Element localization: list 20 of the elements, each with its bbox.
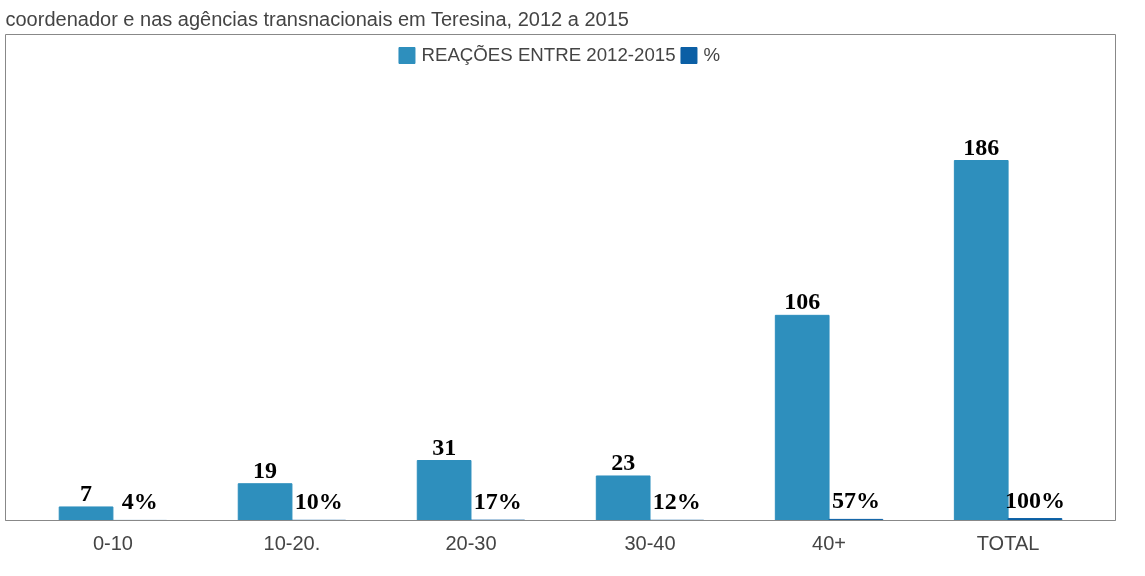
x-tick-label: 40+ xyxy=(812,531,847,554)
data-label: 23 xyxy=(611,448,636,475)
legend-label: REAÇÕES ENTRE 2012-2015 xyxy=(421,44,676,66)
data-label: 31 xyxy=(432,433,457,460)
x-tick-label: 0-10 xyxy=(92,531,133,554)
data-label: 12% xyxy=(652,488,701,515)
x-tick-label: 30-40 xyxy=(624,531,676,554)
data-label: 7 xyxy=(80,479,93,506)
data-label: 57% xyxy=(831,487,880,514)
data-label: 19 xyxy=(253,456,278,483)
x-tick-label: 20-30 xyxy=(445,531,497,554)
x-tick-label: TOTAL xyxy=(976,531,1040,554)
legend-label: % xyxy=(703,44,722,66)
x-tick-label: 10-20. xyxy=(263,531,321,554)
data-label: 17% xyxy=(473,488,522,515)
chart-title: coordenador e nas agências transnacionais em Teresina, 2012 a 2015 xyxy=(5,7,629,30)
data-label: 4% xyxy=(121,488,158,515)
data-label: 106 xyxy=(784,288,821,315)
data-label: 186 xyxy=(963,133,1000,160)
data-label: 10% xyxy=(294,488,343,515)
